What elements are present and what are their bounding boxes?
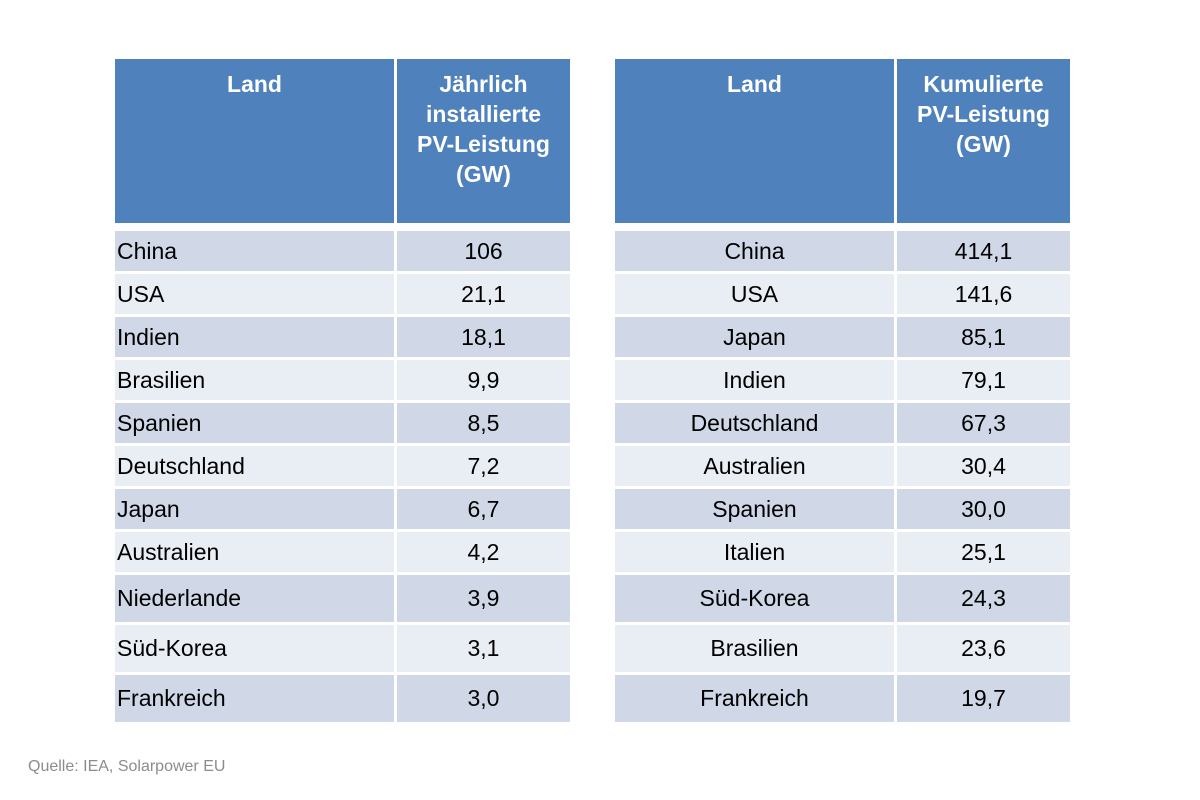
table-row: China 414,1: [615, 231, 1070, 274]
header-land: Land: [115, 59, 397, 231]
table-row: Brasilien 9,9: [115, 360, 570, 403]
country-cell: Italien: [615, 532, 897, 575]
value-cell: 24,3: [897, 575, 1070, 625]
country-cell: Süd-Korea: [615, 575, 897, 625]
value-cell: 67,3: [897, 403, 1070, 446]
value-cell: 19,7: [897, 675, 1070, 725]
value-cell: 141,6: [897, 274, 1070, 317]
table-row: USA 21,1: [115, 274, 570, 317]
table-row: Süd-Korea 24,3: [615, 575, 1070, 625]
country-cell: Australien: [615, 446, 897, 489]
table-row: Süd-Korea 3,1: [115, 625, 570, 675]
annual-capacity-table: Land Jährlich installierte PV-Leistung (…: [115, 59, 570, 725]
header-land: Land: [615, 59, 897, 231]
table-row: Indien 18,1: [115, 317, 570, 360]
table-row: Australien 4,2: [115, 532, 570, 575]
table-row: Deutschland 7,2: [115, 446, 570, 489]
table-header-row: Land Jährlich installierte PV-Leistung (…: [115, 59, 570, 231]
value-cell: 18,1: [397, 317, 570, 360]
value-cell: 3,9: [397, 575, 570, 625]
table-row: Australien 30,4: [615, 446, 1070, 489]
table-row: USA 141,6: [615, 274, 1070, 317]
country-cell: Deutschland: [115, 446, 397, 489]
value-cell: 79,1: [897, 360, 1070, 403]
value-cell: 6,7: [397, 489, 570, 532]
value-cell: 23,6: [897, 625, 1070, 675]
table-row: Spanien 30,0: [615, 489, 1070, 532]
table-row: Spanien 8,5: [115, 403, 570, 446]
table-row: Niederlande 3,9: [115, 575, 570, 625]
country-cell: China: [615, 231, 897, 274]
country-cell: Spanien: [115, 403, 397, 446]
table-row: Italien 25,1: [615, 532, 1070, 575]
header-annual-capacity: Jährlich installierte PV-Leistung (GW): [397, 59, 570, 231]
table-row: Japan 6,7: [115, 489, 570, 532]
table-row: China 106: [115, 231, 570, 274]
table-row: Frankreich 3,0: [115, 675, 570, 725]
country-cell: Japan: [115, 489, 397, 532]
table-header-row: Land Kumulierte PV-Leistung (GW): [615, 59, 1070, 231]
value-cell: 7,2: [397, 446, 570, 489]
country-cell: Indien: [615, 360, 897, 403]
country-cell: Brasilien: [615, 625, 897, 675]
country-cell: Japan: [615, 317, 897, 360]
country-cell: USA: [615, 274, 897, 317]
table-row: Deutschland 67,3: [615, 403, 1070, 446]
country-cell: Spanien: [615, 489, 897, 532]
country-cell: Frankreich: [615, 675, 897, 725]
value-cell: 30,4: [897, 446, 1070, 489]
header-cumulative-capacity: Kumulierte PV-Leistung (GW): [897, 59, 1070, 231]
value-cell: 3,1: [397, 625, 570, 675]
value-cell: 414,1: [897, 231, 1070, 274]
country-cell: China: [115, 231, 397, 274]
country-cell: Süd-Korea: [115, 625, 397, 675]
country-cell: USA: [115, 274, 397, 317]
value-cell: 9,9: [397, 360, 570, 403]
value-cell: 4,2: [397, 532, 570, 575]
source-note: Quelle: IEA, Solarpower EU: [28, 758, 226, 775]
country-cell: Frankreich: [115, 675, 397, 725]
table-row: Indien 79,1: [615, 360, 1070, 403]
country-cell: Brasilien: [115, 360, 397, 403]
value-cell: 30,0: [897, 489, 1070, 532]
country-cell: Deutschland: [615, 403, 897, 446]
table-row: Frankreich 19,7: [615, 675, 1070, 725]
value-cell: 21,1: [397, 274, 570, 317]
country-cell: Australien: [115, 532, 397, 575]
value-cell: 106: [397, 231, 570, 274]
country-cell: Indien: [115, 317, 397, 360]
value-cell: 85,1: [897, 317, 1070, 360]
country-cell: Niederlande: [115, 575, 397, 625]
value-cell: 25,1: [897, 532, 1070, 575]
table-row: Brasilien 23,6: [615, 625, 1070, 675]
value-cell: 8,5: [397, 403, 570, 446]
value-cell: 3,0: [397, 675, 570, 725]
cumulative-capacity-table: Land Kumulierte PV-Leistung (GW) China 41…: [615, 59, 1070, 725]
table-row: Japan 85,1: [615, 317, 1070, 360]
